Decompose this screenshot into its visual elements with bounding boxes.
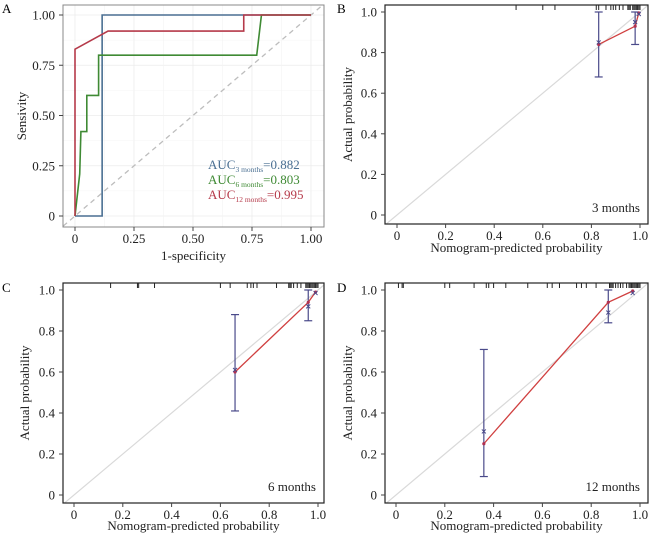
plot-frame (62, 282, 325, 504)
x-tick-label: 0.50 (182, 231, 205, 246)
time-annotation: 6 months (268, 479, 316, 494)
y-tick-label: 0.4 (39, 406, 56, 421)
calibration-point (482, 442, 486, 446)
y-tick-label: 0.4 (361, 126, 378, 141)
x-tick-label: 0.25 (123, 231, 146, 246)
x-tick-label: 1.0 (632, 228, 648, 243)
plot-area (385, 283, 648, 503)
panel-d-calibration: D 12 months 0 0.2 0.4 0.6 0.8 1.0 0 0.2 0.4 0.6 0.8… (337, 280, 649, 533)
y-axis-label: Actual probability (340, 67, 355, 162)
calibration-point (306, 300, 310, 304)
x-tick-label: 0 (71, 507, 78, 522)
y-tick-label: 0 (49, 488, 56, 503)
x-tick-label: 0 (393, 507, 400, 522)
panel-b-calibration: B 3 months 0 0.2 0.4 0.6 0.8 1.0 0 0.2 0.4 0.6 0.8 1… (337, 1, 649, 255)
x-tick-label: 0.6 (212, 507, 229, 522)
x-tick-label: 1.00 (300, 231, 323, 246)
y-axis-label: Actual probability (17, 345, 32, 440)
auc-label-3-months: AUC3 months=0.882 (208, 157, 300, 174)
x-axis-label: Nomogram-predicted probability (107, 518, 280, 533)
bias-corrected-point (632, 19, 638, 25)
y-tick-label: 1.00 (32, 8, 55, 23)
time-annotation: 3 months (592, 200, 640, 215)
bias-corrected-point (232, 367, 238, 373)
y-axis-label: Sensivity (14, 91, 29, 140)
bias-corrected-point (596, 40, 602, 45)
y-tick-label: 0 (371, 208, 378, 223)
calibration-point (633, 24, 637, 28)
y-tick-label: 0.8 (39, 324, 55, 339)
x-tick-label: 1.0 (310, 507, 326, 522)
plot-frame (384, 4, 649, 225)
y-tick-label: 0.6 (361, 365, 378, 380)
auc-label-6-months: AUC6 months=0.803 (208, 172, 300, 189)
roc-curve-3-months (75, 14, 311, 217)
x-axis-label: Nomogram-predicted probability (430, 240, 603, 255)
plot-background (63, 283, 324, 503)
x-tick-label: 0.8 (583, 507, 599, 522)
bias-corrected-point (481, 429, 487, 434)
y-axis-label: Actual probability (340, 345, 355, 440)
x-tick-label: 0 (72, 231, 79, 246)
y-tick-label: 0.2 (39, 447, 55, 462)
roc-curve-12-months (74, 14, 311, 216)
bias-corrected-point (313, 290, 318, 296)
auc-label-12-months: AUC12 months=0.995 (208, 187, 304, 204)
roc-curve-6-months (74, 14, 311, 217)
y-tick-label: 0.2 (361, 447, 377, 462)
panel-label-a: A (2, 1, 12, 16)
plot-area (63, 284, 324, 503)
x-tick-label: 0.4 (486, 228, 503, 243)
y-tick-label: 0.8 (361, 45, 377, 60)
plot-area (385, 5, 648, 224)
x-tick-label: 0.8 (583, 228, 599, 243)
x-tick-label: 0.8 (261, 507, 277, 522)
x-tick-label: 0.2 (437, 228, 453, 243)
x-tick-label: 0.75 (241, 231, 264, 246)
x-tick-label: 0.4 (485, 507, 502, 522)
ideal-line (385, 283, 648, 503)
y-tick-label: 0.8 (361, 324, 377, 339)
x-tick-label: 0.2 (437, 507, 453, 522)
ideal-line (385, 5, 648, 224)
y-tick-label: 1.0 (39, 283, 55, 298)
x-axis-label: Nomogram-predicted probability (430, 518, 603, 533)
time-annotation: 12 months (585, 479, 640, 494)
x-tick-label: 0.6 (535, 228, 552, 243)
x-axis-label: 1-specificity (161, 248, 226, 263)
y-tick-label: 1.0 (361, 5, 377, 20)
y-tick-label: 0 (371, 488, 378, 503)
y-tick-label: 0.2 (361, 167, 377, 182)
bias-corrected-point (305, 304, 311, 309)
bias-corrected-point (630, 290, 636, 296)
reference-diagonal (63, 5, 324, 227)
x-tick-label: 0 (394, 228, 401, 243)
y-tick-label: 0.6 (39, 365, 56, 380)
ideal-line (63, 284, 324, 503)
y-tick-label: 1.0 (361, 283, 377, 298)
bias-corrected-point (636, 11, 642, 17)
panel-c-calibration: C 6 months 0 0.2 0.4 0.6 0.8 1.0 0 0.2 0.4 0.6 0.8 1… (2, 280, 326, 533)
plot-frame (384, 282, 649, 504)
plot-area (63, 5, 324, 227)
y-tick-label: 0.4 (361, 406, 378, 421)
y-tick-label: 0.25 (32, 158, 55, 173)
y-tick-label: 0.75 (32, 58, 55, 73)
x-tick-label: 1.0 (632, 507, 648, 522)
y-tick-label: 0.6 (361, 86, 378, 101)
calibration-point (606, 300, 610, 304)
bias-corrected-point (605, 310, 611, 315)
y-tick-label: 0 (49, 209, 56, 224)
panel-label-b: B (337, 1, 346, 16)
x-tick-label: 0.2 (115, 507, 131, 522)
y-tick-label: 0.50 (32, 108, 55, 123)
x-tick-label: 0.4 (163, 507, 180, 522)
panel-label-d: D (337, 280, 346, 295)
x-tick-label: 0.6 (534, 507, 551, 522)
panel-label-c: C (2, 280, 11, 295)
